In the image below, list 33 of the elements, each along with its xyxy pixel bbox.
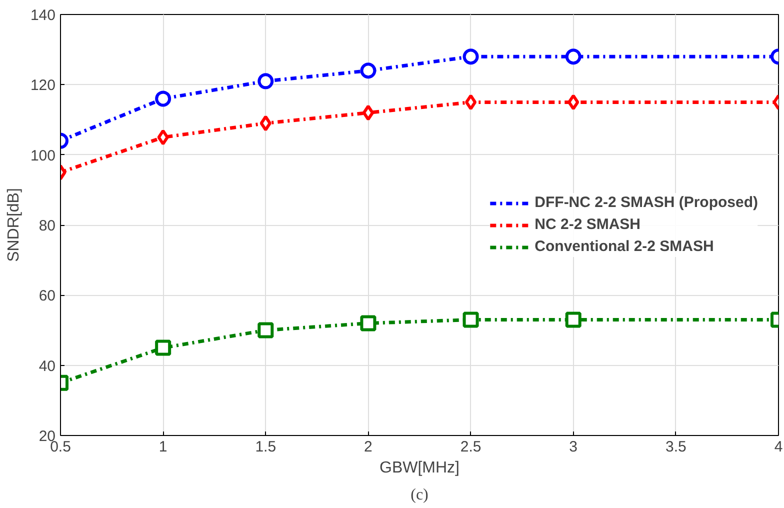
y-tick-label: 100 [30, 147, 56, 164]
x-tick-label: 2 [364, 438, 372, 456]
point [565, 48, 582, 65]
legend-label: NC 2-2 SMASH [534, 216, 641, 233]
x-tick-label: 3.5 [666, 438, 686, 456]
point [462, 48, 479, 65]
y-axis-title: SNDR[dB] [5, 188, 22, 262]
point [464, 94, 477, 110]
x-tick-label: 2.5 [460, 438, 482, 456]
point [155, 90, 172, 107]
x-tick-label: 3 [569, 438, 578, 456]
legend-label: DFF-NC 2-2 SMASH (Proposed) [534, 194, 758, 211]
y-tick-label: 40 [38, 358, 56, 375]
point [155, 340, 172, 356]
point [462, 312, 479, 328]
point [157, 129, 169, 146]
y-tick-label: 140 [30, 7, 56, 24]
y-tick-label: 80 [38, 218, 56, 234]
point [360, 315, 376, 332]
x-tick-label: 1.5 [255, 438, 276, 456]
x-tick-label: 1 [158, 438, 168, 456]
point [258, 73, 274, 90]
legend-label: Conventional 2-2 SMASH [534, 238, 714, 255]
text: (c) [410, 486, 428, 504]
point [362, 104, 374, 121]
x-axis-title: GBW[MHz] [380, 460, 460, 476]
x-tick-label: 4 [774, 438, 783, 456]
y-tick-label: 120 [30, 77, 56, 94]
point [360, 62, 376, 79]
point [260, 115, 272, 132]
point [258, 322, 274, 338]
y-tick-label: 60 [38, 288, 56, 305]
point [565, 312, 582, 328]
